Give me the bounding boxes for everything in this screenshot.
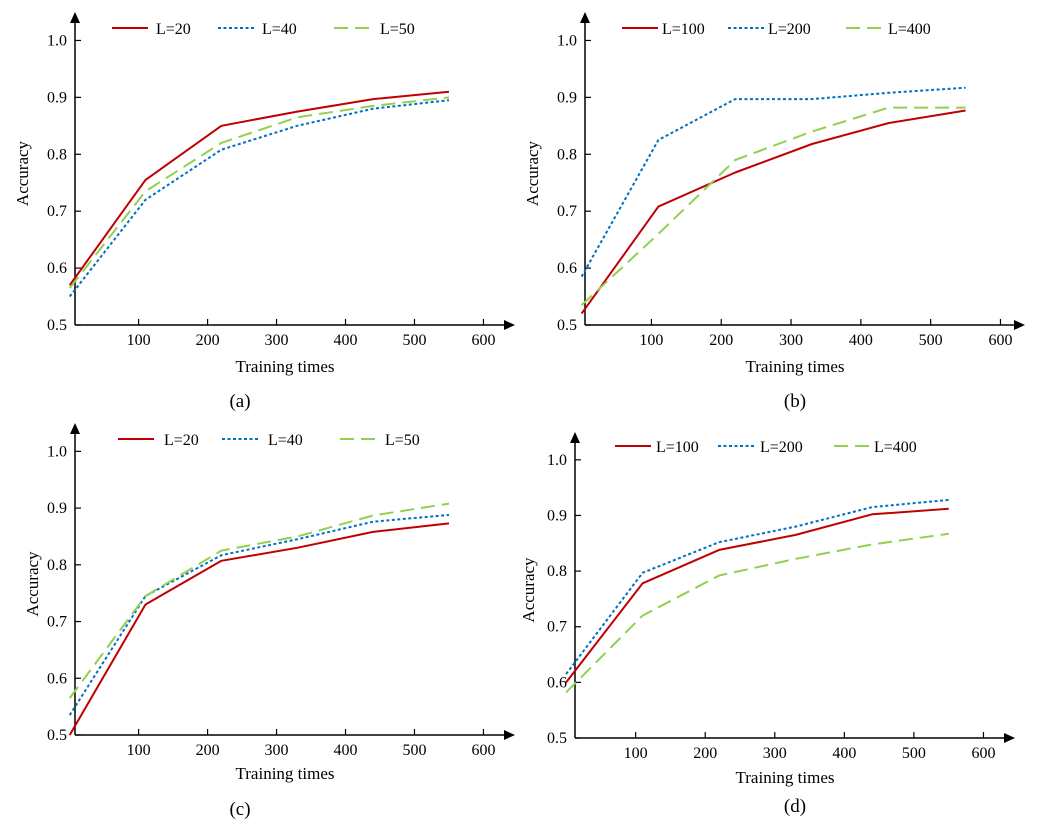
y-tick-label: 0.5: [47, 727, 67, 744]
y-tick-label: 1.0: [547, 452, 567, 469]
series-line-l-50: [68, 96, 450, 289]
panel-a: 100 200 300 400 500 600 0.5 0.6 0.7 0.8 0.9 1.0 Trai…: [13, 12, 515, 412]
y-axis-arrow: [570, 432, 580, 443]
x-tick-label: 300: [779, 332, 803, 349]
series-line-l-40: [68, 99, 450, 298]
legend-label: L=400: [888, 21, 931, 38]
legend-label: L=40: [268, 432, 303, 449]
y-tick-label: 0.5: [547, 730, 567, 747]
y-tick-label: 1.0: [47, 32, 67, 49]
x-axis-label: Training times: [235, 357, 334, 376]
panel-c: 100 200 300 400 500 600 0.5 0.6 0.7 0.8 0.9 1.0 Trai…: [23, 423, 515, 820]
x-tick-label: 600: [988, 332, 1012, 349]
x-axis-label: Training times: [235, 764, 334, 783]
legend-label: L=100: [662, 21, 705, 38]
y-tick-label: 0.6: [47, 260, 67, 277]
x-axis-arrow: [1014, 320, 1025, 330]
legend-label: L=50: [380, 21, 415, 38]
y-tick-label: 0.9: [557, 89, 577, 106]
y-tick-label: 0.5: [557, 317, 577, 334]
y-tick-label: 0.6: [47, 670, 67, 687]
x-axis-label: Training times: [735, 768, 834, 787]
x-tick-label: 200: [196, 332, 220, 349]
x-tick-label: 600: [971, 745, 995, 762]
series-line-l-100: [565, 507, 949, 684]
panel-caption: (c): [229, 799, 250, 820]
y-axis-arrow: [70, 423, 80, 434]
x-axis-arrow: [504, 320, 515, 330]
x-tick-label: 500: [919, 332, 943, 349]
series-line-l-200: [580, 86, 966, 278]
x-tick-label: 200: [196, 742, 220, 759]
x-tick-label: 300: [763, 745, 787, 762]
y-axis-label: Accuracy: [23, 551, 42, 617]
y-axis-label: Accuracy: [523, 140, 542, 206]
y-tick-label: 1.0: [47, 443, 67, 460]
legend-label: L=50: [385, 432, 420, 449]
x-tick-label: 400: [832, 745, 856, 762]
x-tick-label: 500: [402, 332, 426, 349]
x-tick-label: 400: [334, 742, 358, 759]
series-line-l-400: [565, 532, 949, 694]
y-tick-label: 1.0: [557, 32, 577, 49]
series-line-l-50: [68, 502, 450, 699]
series-line-l-20: [68, 90, 450, 286]
legend-label: L=20: [164, 432, 199, 449]
y-tick-label: 0.8: [47, 557, 67, 574]
y-tick-label: 0.9: [47, 89, 67, 106]
y-tick-label: 0.7: [47, 203, 67, 220]
series-line-l-400: [580, 106, 966, 306]
x-axis-arrow: [504, 730, 515, 740]
y-tick-label: 0.5: [47, 317, 67, 334]
x-tick-label: 600: [471, 332, 495, 349]
x-tick-label: 100: [639, 332, 663, 349]
x-tick-label: 200: [709, 332, 733, 349]
y-axis-arrow: [580, 12, 590, 23]
series-line-l-40: [68, 513, 450, 716]
x-tick-label: 100: [127, 332, 151, 349]
y-tick-label: 0.8: [47, 146, 67, 163]
y-tick-label: 0.8: [547, 563, 567, 580]
x-tick-label: 400: [334, 332, 358, 349]
x-tick-label: 500: [902, 745, 926, 762]
panel-caption: (d): [784, 796, 806, 817]
x-axis-arrow: [1004, 733, 1015, 743]
legend-label: L=20: [156, 21, 191, 38]
series-line-l-200: [565, 498, 949, 675]
x-tick-label: 300: [265, 332, 289, 349]
x-tick-label: 300: [265, 742, 289, 759]
legend-label: L=40: [262, 21, 297, 38]
panel-caption: (a): [229, 391, 250, 412]
y-tick-label: 0.7: [557, 203, 577, 220]
series-line-l-20: [68, 522, 450, 736]
y-tick-label: 0.7: [547, 619, 567, 636]
x-tick-label: 500: [402, 742, 426, 759]
x-tick-label: 100: [127, 742, 151, 759]
panel-b: 100 200 300 400 500 600 0.5 0.6 0.7 0.8 0.9 1.0 Trai…: [523, 12, 1025, 412]
legend-label: L=200: [768, 21, 811, 38]
y-tick-label: 0.9: [547, 507, 567, 524]
panel-caption: (b): [784, 391, 806, 412]
y-tick-label: 0.9: [47, 500, 67, 517]
y-tick-label: 0.6: [557, 260, 577, 277]
y-axis-label: Accuracy: [13, 140, 32, 206]
x-tick-label: 600: [471, 742, 495, 759]
x-tick-label: 200: [693, 745, 717, 762]
legend-label: L=400: [874, 439, 917, 456]
y-axis-label: Accuracy: [519, 557, 538, 623]
panel-d: 100 200 300 400 500 600 0.5 0.6 0.7 0.8 0.9 1.0 Trai…: [519, 432, 1015, 817]
x-tick-label: 100: [624, 745, 648, 762]
y-tick-label: 0.7: [47, 614, 67, 631]
x-axis-label: Training times: [745, 357, 844, 376]
legend-label: L=200: [760, 439, 803, 456]
legend-label: L=100: [656, 439, 699, 456]
x-tick-label: 400: [849, 332, 873, 349]
y-axis-arrow: [70, 12, 80, 23]
y-tick-label: 0.8: [557, 146, 577, 163]
y-tick-label: 0.6: [547, 674, 567, 691]
series-line-l-100: [580, 109, 966, 315]
